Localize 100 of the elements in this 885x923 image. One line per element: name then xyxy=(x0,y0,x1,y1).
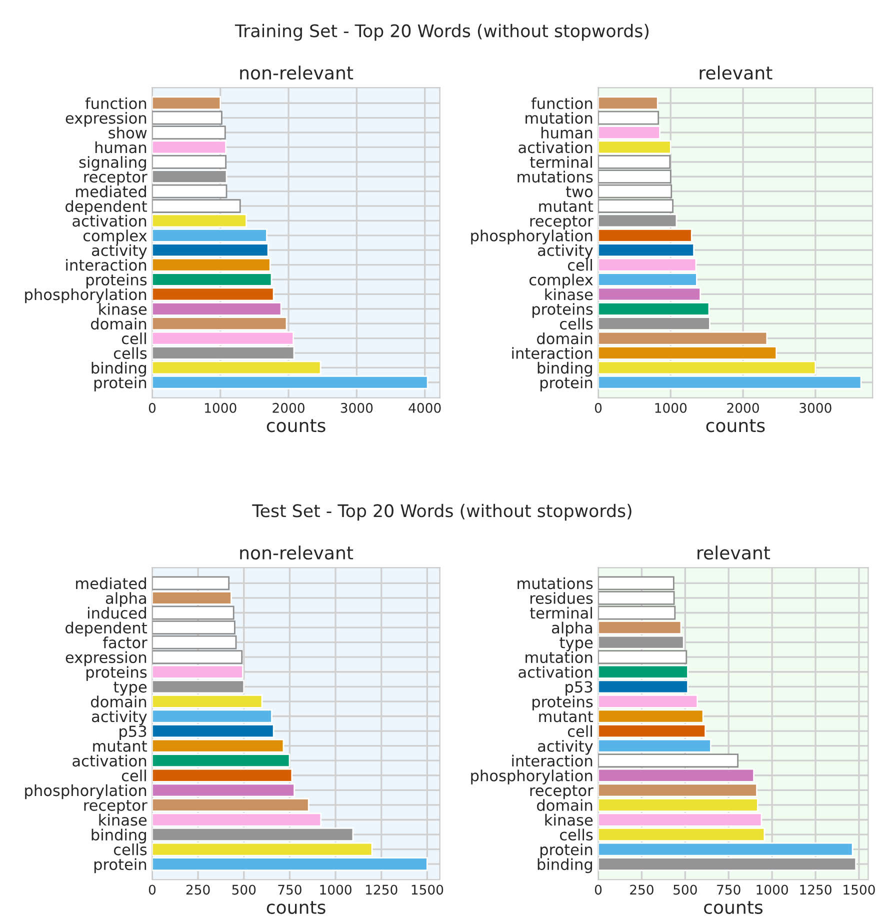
y-tick-label: receptor xyxy=(84,172,148,186)
y-tick-label: domain xyxy=(90,696,146,708)
x-tick-label: 750 xyxy=(717,884,740,895)
y-tick-label: p53 xyxy=(566,681,592,696)
y-tick-label: factor xyxy=(102,636,148,648)
x-tick-label: 2000 xyxy=(727,402,759,413)
y-tick-label: cells xyxy=(114,844,147,856)
y-tick-label: mutation xyxy=(526,112,592,124)
y-tick-label: cells xyxy=(114,347,147,360)
y-tick-label: domain xyxy=(537,799,592,811)
x-axis-title: counts xyxy=(704,901,763,914)
y-tick-label: residues xyxy=(530,592,593,604)
y-tick-label: receptor xyxy=(530,785,594,800)
y-tick-label: binding xyxy=(92,828,146,844)
y-tick-label: activation xyxy=(72,214,146,227)
y-tick-label: kinase xyxy=(99,303,147,315)
y-tick-label: interaction xyxy=(66,258,146,271)
x-axis-title: counts xyxy=(706,419,765,432)
text: Test Set - Top 20 Words (without stopwords) xyxy=(252,504,632,521)
y-tick-label: protein xyxy=(94,376,146,392)
y-tick-label: alpha xyxy=(552,622,592,637)
y-tick-label: proteins xyxy=(86,666,147,681)
y-tick-label: phosphorylation xyxy=(471,770,592,784)
y-tick-label: binding xyxy=(538,858,592,874)
y-tick-label: human xyxy=(541,126,592,139)
y-tick-label: dependent xyxy=(66,200,147,215)
y-tick-label: mutant xyxy=(539,711,594,722)
y-tick-label: kinase xyxy=(99,814,147,826)
x-tick-label: 3000 xyxy=(340,402,373,413)
x-tick-label: 1250 xyxy=(800,884,832,895)
y-tick-label: function xyxy=(531,97,592,110)
y-tick-label: domain xyxy=(537,332,592,344)
y-tick-label: expression xyxy=(66,651,146,666)
chart-title: relevant xyxy=(700,66,772,80)
x-tick-label: 250 xyxy=(186,884,210,895)
y-tick-label: terminal xyxy=(530,156,592,168)
y-tick-label: human xyxy=(95,141,146,154)
y-tick-label: activity xyxy=(538,740,593,755)
x-tick-label: 500 xyxy=(674,884,697,895)
y-tick-label: interaction xyxy=(512,754,592,767)
y-tick-label: activation xyxy=(518,141,592,154)
x-tick-label: 500 xyxy=(232,884,256,895)
y-tick-label: mediated xyxy=(76,577,146,590)
y-tick-label: cell xyxy=(122,770,146,782)
y-tick-label: proteins xyxy=(86,274,147,288)
x-tick-label: 750 xyxy=(278,884,302,895)
y-tick-label: complex xyxy=(529,274,593,288)
y-tick-label: activity xyxy=(538,244,593,260)
y-tick-label: domain xyxy=(90,318,146,330)
y-tick-label: activation xyxy=(518,666,592,678)
y-tick-label: receptor xyxy=(84,800,148,814)
x-tick-label: 3000 xyxy=(800,402,832,413)
y-tick-label: activity xyxy=(92,710,147,726)
y-tick-label: alpha xyxy=(106,592,146,607)
x-tick-label: 0 xyxy=(594,402,602,413)
x-tick-label: 1000 xyxy=(320,884,352,895)
x-tick-label: 1000 xyxy=(756,884,788,895)
y-tick-label: binding xyxy=(92,362,146,377)
y-tick-label: cell xyxy=(122,332,146,344)
y-tick-label: expression xyxy=(66,112,146,127)
y-tick-label: cells xyxy=(560,318,593,330)
x-tick-label: 1500 xyxy=(844,884,875,895)
x-tick-label: 1000 xyxy=(205,402,236,413)
y-tick-label: cell xyxy=(568,725,592,738)
y-tick-label: kinase xyxy=(545,288,593,300)
y-tick-label: proteins xyxy=(532,303,593,318)
y-tick-label: proteins xyxy=(532,696,593,710)
x-tick-label: 2000 xyxy=(272,402,304,413)
x-tick-label: 1250 xyxy=(366,884,398,895)
y-tick-label: dependent xyxy=(66,622,147,637)
x-tick-label: 0 xyxy=(148,884,156,895)
y-tick-label: receptor xyxy=(530,216,594,230)
y-tick-label: cells xyxy=(560,828,593,841)
y-tick-label: induced xyxy=(88,606,146,619)
x-tick-label: 4000 xyxy=(408,402,441,413)
x-axis-title: counts xyxy=(266,901,326,914)
y-tick-label: two xyxy=(566,186,593,198)
y-tick-label: protein xyxy=(540,376,592,392)
x-tick-label: 250 xyxy=(630,884,654,895)
x-tick-label: 1500 xyxy=(412,884,444,895)
y-tick-label: type xyxy=(560,637,593,652)
y-tick-label: show xyxy=(108,126,147,139)
x-tick-label: 0 xyxy=(148,402,156,413)
y-tick-label: phosphorylation xyxy=(25,784,146,800)
y-tick-label: mutant xyxy=(93,740,147,752)
y-tick-label: phosphorylation xyxy=(25,288,146,304)
y-tick-label: mutations xyxy=(518,170,593,183)
x-axis-title: counts xyxy=(266,419,326,432)
y-tick-label: activation xyxy=(72,754,146,767)
y-tick-label: mutation xyxy=(526,651,592,664)
x-tick-label: 0 xyxy=(594,884,602,895)
y-tick-label: interaction xyxy=(512,347,592,360)
y-tick-label: terminal xyxy=(530,606,592,619)
y-tick-label: function xyxy=(85,97,146,110)
chart-title: non-relevant xyxy=(240,66,354,80)
y-tick-label: mediated xyxy=(76,186,146,198)
y-tick-label: phosphorylation xyxy=(471,230,592,244)
y-tick-label: kinase xyxy=(545,814,593,826)
chart-title: non-relevant xyxy=(240,546,354,560)
text: Training Set - Top 20 Words (without stopwords) xyxy=(234,24,648,41)
